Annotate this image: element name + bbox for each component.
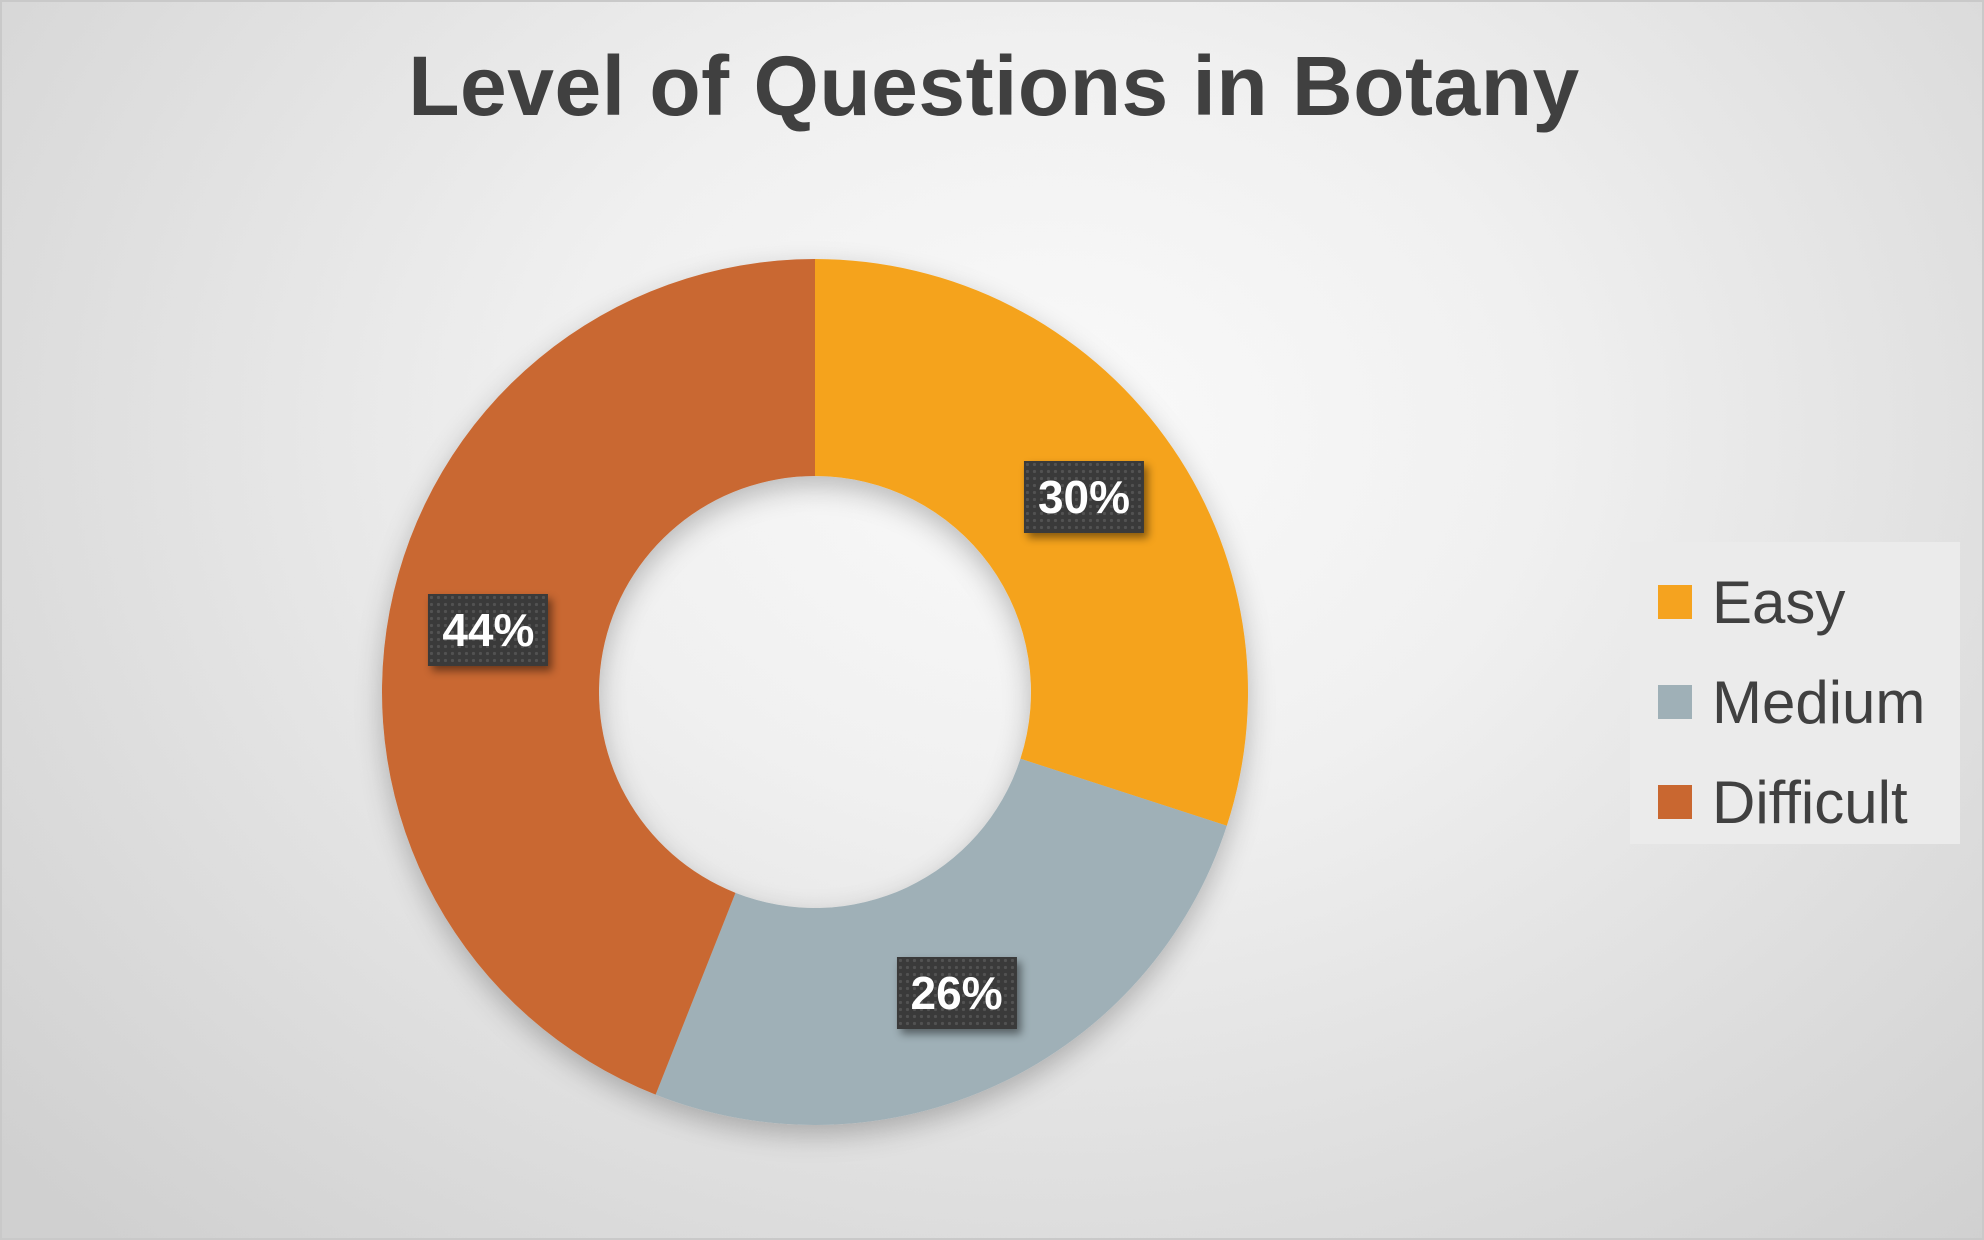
legend-item-difficult: Difficult — [1658, 752, 1960, 852]
donut-slice-easy — [815, 259, 1248, 826]
legend-swatch-medium — [1658, 685, 1692, 719]
chart-title: Level of Questions in Botany — [408, 39, 1580, 133]
legend-swatch-easy — [1658, 585, 1692, 619]
legend-label-difficult: Difficult — [1712, 768, 1908, 836]
legend-label-medium: Medium — [1712, 668, 1926, 736]
legend-item-easy: Easy — [1658, 552, 1960, 652]
donut-slice-medium — [655, 758, 1227, 1125]
legend: Easy Medium Difficult — [1630, 542, 1960, 844]
data-label-difficult: 44% — [428, 593, 549, 666]
data-label-medium: 26% — [896, 956, 1017, 1029]
legend-swatch-difficult — [1658, 785, 1692, 819]
donut-slice-difficult — [381, 259, 815, 1095]
legend-label-easy: Easy — [1712, 568, 1846, 636]
legend-item-medium: Medium — [1658, 652, 1960, 752]
data-label-easy: 30% — [1023, 460, 1145, 533]
donut-slices — [381, 259, 1248, 1125]
